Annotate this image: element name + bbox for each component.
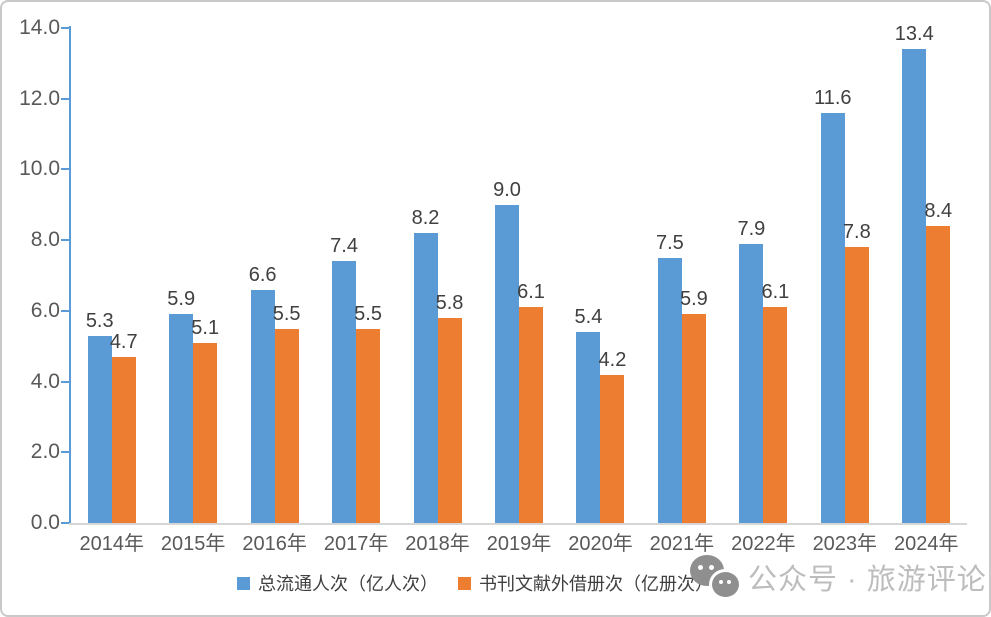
x-axis-label: 2016年 xyxy=(242,533,307,555)
y-axis-tick xyxy=(61,522,69,524)
x-axis-label: 2015年 xyxy=(160,533,226,555)
x-axis-label: 2022年 xyxy=(731,533,796,555)
bar-value-label: 6.1 xyxy=(517,281,545,304)
bar xyxy=(820,112,845,523)
bar-value-label: 5.9 xyxy=(167,288,196,311)
bar xyxy=(193,342,218,523)
x-axis-label: 2018年 xyxy=(405,533,470,555)
watermark-text: 公众号 · 旅游评论 xyxy=(748,564,987,596)
y-axis-tick-label: 4.0 xyxy=(30,369,60,393)
x-axis-line xyxy=(69,523,967,525)
bar-value-label: 5.5 xyxy=(354,302,382,325)
y-axis-tick xyxy=(61,451,69,454)
bar xyxy=(111,356,136,523)
bar-value-label: 5.5 xyxy=(272,302,301,325)
watermark: 公众号 · 旅游评论 xyxy=(690,553,987,601)
bar-value-label: 5.8 xyxy=(435,291,464,314)
x-axis-label: 2017年 xyxy=(323,533,389,555)
legend: 总流通人次（亿人次） 书刊文献外借册次（亿册次） xyxy=(237,570,713,596)
bar xyxy=(681,314,706,523)
bar xyxy=(600,374,625,523)
x-axis-label: 2021年 xyxy=(649,533,715,555)
bar-value-label: 13.4 xyxy=(894,23,934,46)
y-axis-tick-label: 2.0 xyxy=(30,440,60,464)
x-axis-label: 2023年 xyxy=(812,533,878,555)
bar-value-label: 4.2 xyxy=(598,348,627,371)
legend-item: 书刊文献外借册次（亿册次） xyxy=(458,570,713,596)
bar-value-label: 5.4 xyxy=(574,306,603,329)
y-axis-tick-label: 0.0 xyxy=(30,511,60,534)
bar xyxy=(576,332,601,523)
bar-value-label: 7.8 xyxy=(842,221,871,244)
y-axis-tick xyxy=(61,380,69,383)
y-axis-tick-label: 12.0 xyxy=(19,86,60,110)
bar-value-label: 11.6 xyxy=(814,86,852,109)
bar xyxy=(356,328,381,523)
legend-item: 总流通人次（亿人次） xyxy=(237,570,438,596)
wechat-icon xyxy=(690,553,742,601)
bar xyxy=(739,243,764,523)
bar-value-label: 9.0 xyxy=(493,178,521,201)
y-axis-line xyxy=(69,26,71,523)
bar-value-label: 6.1 xyxy=(761,281,790,304)
bar-value-label: 7.5 xyxy=(656,231,684,254)
y-axis-tick-label: 8.0 xyxy=(30,228,60,252)
bar-value-label: 5.3 xyxy=(85,309,114,332)
y-axis-tick-label: 14.0 xyxy=(19,16,60,39)
legend-label: 书刊文献外借册次（亿册次） xyxy=(479,574,713,594)
y-axis-tick xyxy=(61,309,69,312)
bar xyxy=(250,289,275,523)
y-axis-tick xyxy=(61,239,69,242)
bar xyxy=(926,226,951,523)
bar xyxy=(495,204,519,523)
bar xyxy=(902,49,927,523)
bar-value-label: 8.4 xyxy=(924,200,953,222)
bar xyxy=(437,317,462,523)
bar xyxy=(87,335,112,523)
bar-value-label: 5.9 xyxy=(680,288,708,311)
wechat-bubble-small xyxy=(709,569,742,600)
bar xyxy=(274,328,299,523)
bar xyxy=(763,307,788,523)
y-axis-tick xyxy=(61,97,69,100)
legend-swatch xyxy=(458,576,471,590)
x-axis-label: 2020年 xyxy=(568,533,633,555)
x-axis-label: 2024年 xyxy=(894,533,959,555)
bar-value-label: 7.4 xyxy=(330,235,358,258)
y-axis-tick-label: 6.0 xyxy=(30,298,60,322)
y-axis-tick xyxy=(61,168,69,171)
bar-value-label: 8.2 xyxy=(411,207,440,230)
x-axis-label: 2014年 xyxy=(79,533,144,555)
bar xyxy=(657,257,682,523)
bar xyxy=(169,314,194,523)
bar-value-label: 5.1 xyxy=(191,316,220,339)
bar xyxy=(332,261,357,523)
bar-value-label: 6.6 xyxy=(248,263,277,286)
x-axis-label: 2019年 xyxy=(486,533,552,555)
bar xyxy=(519,307,543,523)
bar xyxy=(413,233,438,523)
y-axis-tick xyxy=(61,27,69,29)
legend-swatch xyxy=(237,576,250,590)
legend-label: 总流通人次（亿人次） xyxy=(258,574,438,594)
bar-value-label: 7.9 xyxy=(737,217,766,240)
y-axis-tick-label: 10.0 xyxy=(19,157,60,181)
bar xyxy=(844,247,869,523)
bar-value-label: 4.7 xyxy=(109,330,138,353)
